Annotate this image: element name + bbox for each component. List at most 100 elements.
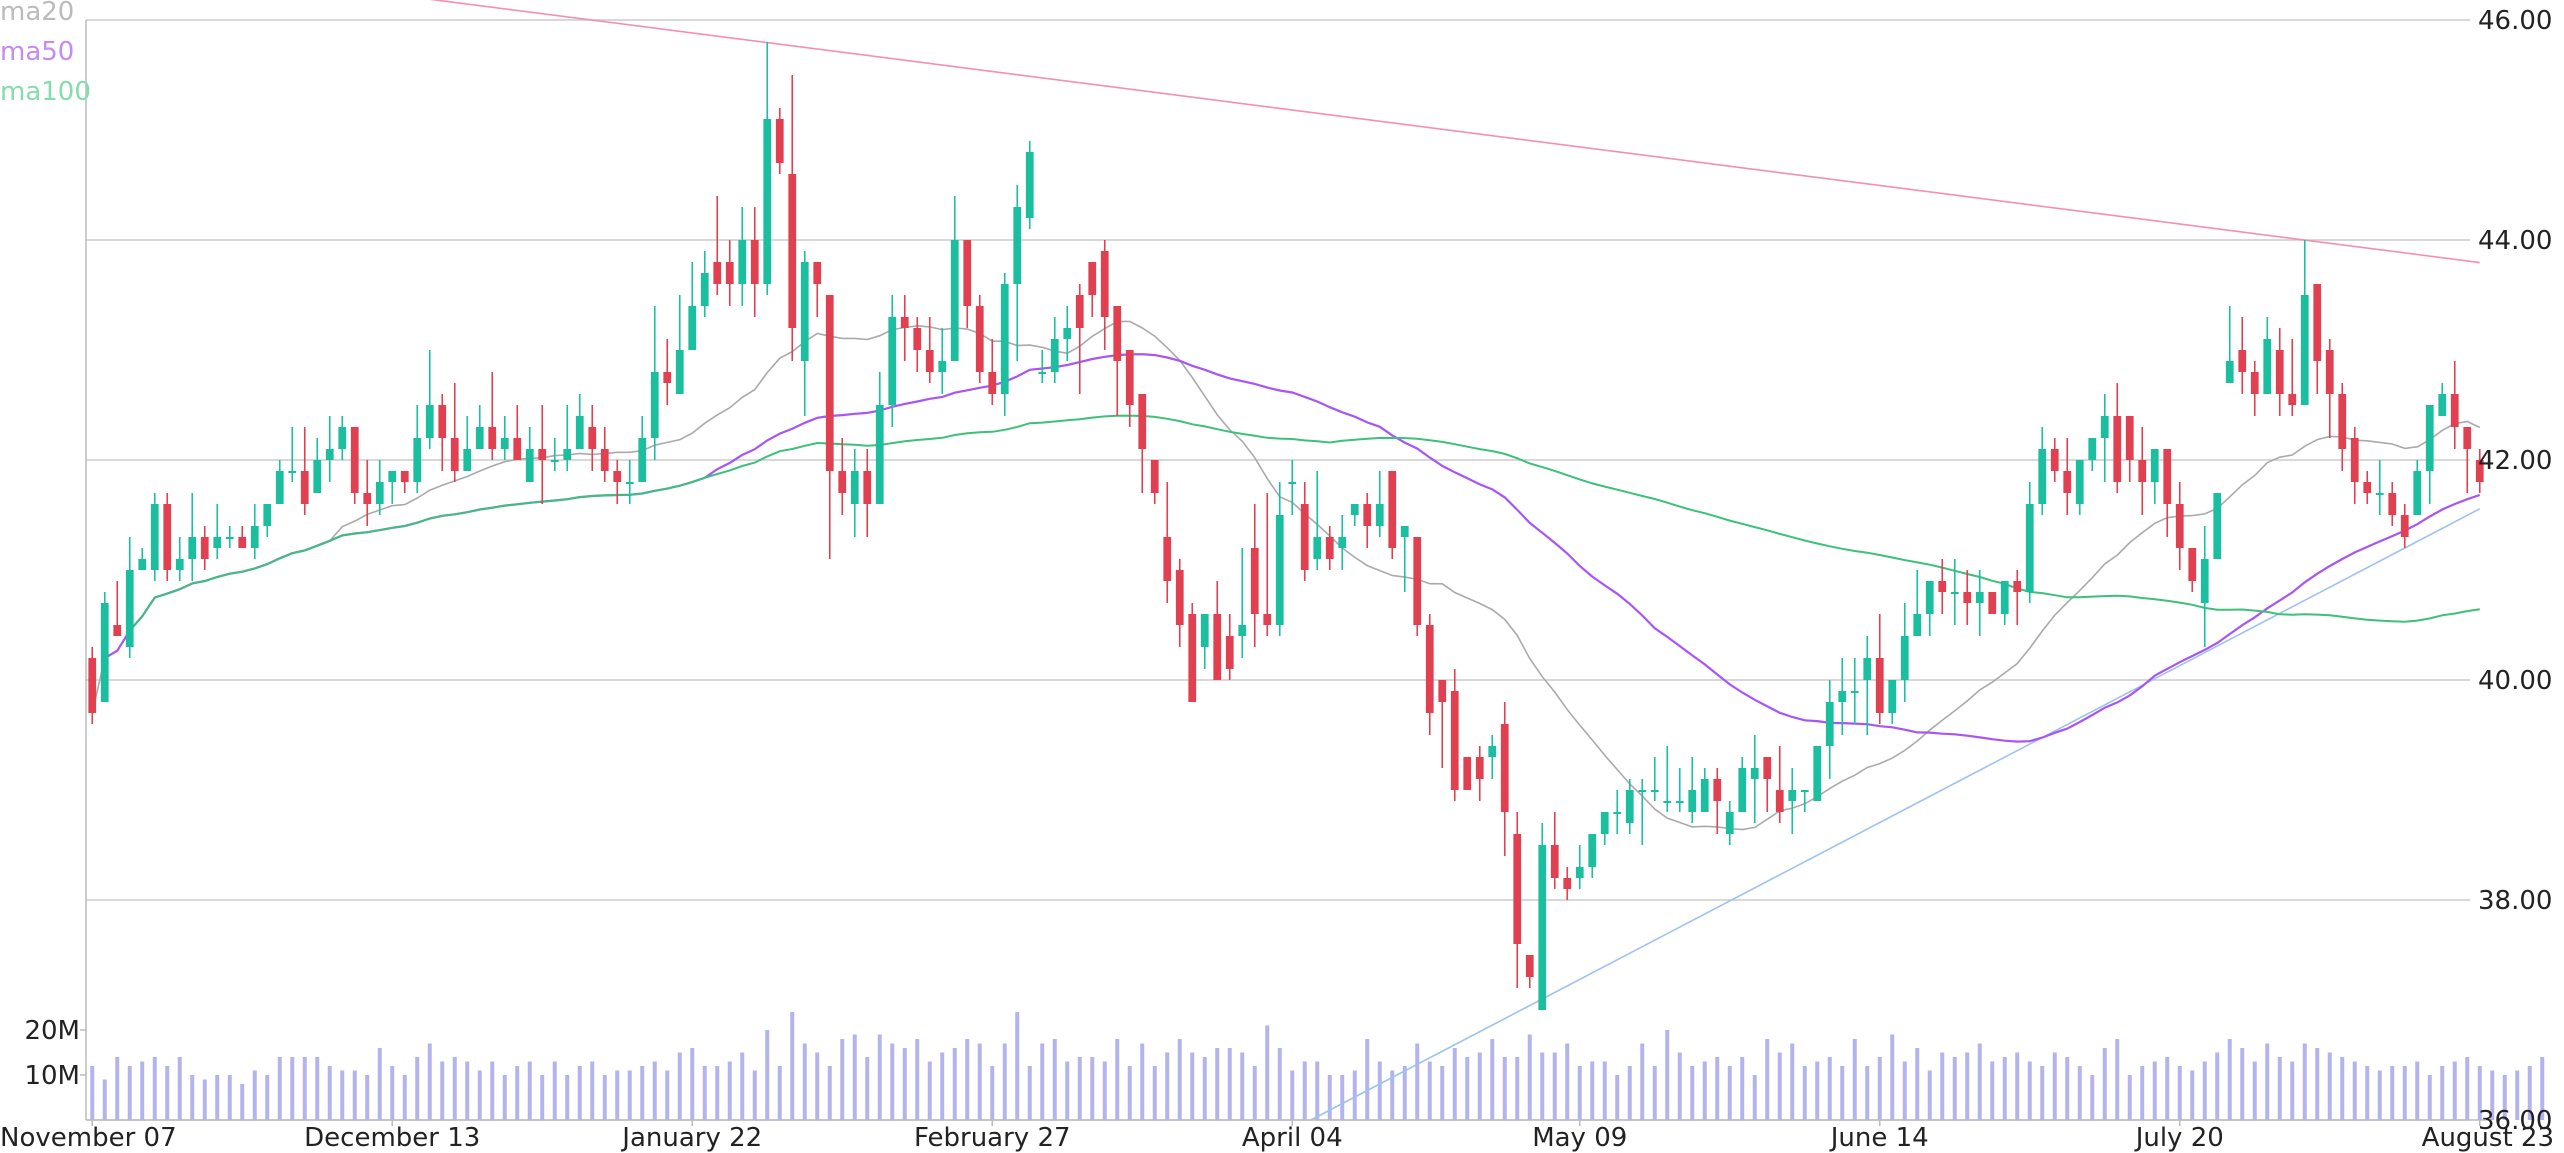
candle-body [1338, 537, 1346, 548]
candle [501, 416, 509, 460]
candle-body [1051, 339, 1059, 372]
candle [751, 207, 759, 317]
candle [588, 405, 596, 471]
candle-body [1876, 658, 1884, 713]
volume-bar [778, 1066, 782, 1120]
volume-bar [190, 1075, 194, 1120]
candle [326, 416, 334, 482]
candle [1463, 757, 1471, 790]
volume-bar [1978, 1044, 1982, 1121]
candle-body [1151, 460, 1159, 493]
candle [151, 493, 159, 581]
candle-body [1751, 768, 1759, 779]
volume-bar [1253, 1066, 1257, 1120]
candle-body [538, 449, 546, 460]
candle [126, 537, 134, 658]
candle [1001, 273, 1009, 416]
candle [1176, 559, 1184, 647]
volume-bar [1165, 1053, 1169, 1121]
candle [2013, 570, 2021, 625]
candle-body [1938, 581, 1946, 592]
volume-bar [315, 1057, 319, 1120]
candle-body [1788, 790, 1796, 801]
candle-body [413, 438, 421, 482]
candle [2151, 449, 2159, 504]
candle-body [326, 449, 334, 460]
candle [713, 196, 721, 295]
volume-bar [1840, 1066, 1844, 1120]
volume-bar [890, 1044, 894, 1121]
candle [88, 647, 96, 724]
volume-bar [1753, 1075, 1757, 1120]
volume-bar [565, 1075, 569, 1120]
candle [1713, 768, 1721, 834]
price-tick-label: 40.00 [2478, 666, 2552, 696]
volume-bar [1890, 1035, 1894, 1121]
volume-bar [90, 1066, 94, 1120]
candle-body [1501, 724, 1509, 812]
candle-body [2138, 460, 2146, 482]
candle-body [401, 471, 409, 482]
candle [1701, 768, 1709, 812]
volume-bar [2165, 1057, 2169, 1120]
volume-bar [1690, 1066, 1694, 1120]
candle [1688, 757, 1696, 823]
volume-bar [1515, 1057, 1519, 1120]
candle-body [1726, 812, 1734, 834]
volume-bar [378, 1048, 382, 1120]
candle [838, 438, 846, 515]
candle [276, 460, 284, 504]
volume-bar [1315, 1062, 1319, 1121]
volume-bar [2003, 1057, 2007, 1120]
candle-body [1038, 372, 1046, 374]
candle-body [1813, 746, 1821, 801]
candle [1538, 823, 1546, 1010]
candle [1726, 801, 1734, 845]
candle-body [276, 471, 284, 504]
candle [1751, 735, 1759, 823]
candle [1826, 680, 1834, 779]
candle-body [488, 427, 496, 449]
volume-bar [353, 1071, 357, 1121]
candle-body [576, 416, 584, 449]
candle [2101, 394, 2109, 482]
volume-bar [2078, 1066, 2082, 1120]
candle [301, 427, 309, 515]
candle-body [1576, 867, 1584, 878]
candle [1638, 779, 1646, 845]
volume-bar [1378, 1062, 1382, 1121]
volume-bar [1703, 1062, 1707, 1121]
candle-body [138, 559, 146, 570]
volume-bar [928, 1062, 932, 1121]
volume-bar [2103, 1048, 2107, 1120]
volume-bar [878, 1035, 882, 1121]
volume-bar [2340, 1057, 2344, 1120]
candle [2351, 427, 2359, 504]
candle [288, 427, 296, 482]
candle-body [1901, 636, 1909, 680]
candle [863, 449, 871, 537]
volume-bar [990, 1066, 994, 1120]
candle-body [1076, 295, 1084, 328]
candle [826, 295, 834, 559]
support-trendline [1311, 509, 2480, 1120]
candle-body [2063, 471, 2071, 493]
candle-body [213, 537, 221, 548]
candle [726, 240, 734, 306]
candle [2251, 361, 2259, 416]
candle [388, 471, 396, 504]
volume-bar [815, 1053, 819, 1121]
volume-bar [265, 1075, 269, 1120]
candle [1038, 350, 1046, 383]
date-tick-label: February 27 [914, 1123, 1071, 1153]
candle [1301, 482, 1309, 581]
candle-body [1163, 537, 1171, 581]
candle [1138, 394, 1146, 493]
candle-body [1401, 526, 1409, 537]
candle-body [188, 537, 196, 559]
candle [251, 504, 259, 559]
volume-bar [1228, 1048, 1232, 1120]
candle-body [1126, 350, 1134, 405]
candle [1801, 790, 1809, 812]
